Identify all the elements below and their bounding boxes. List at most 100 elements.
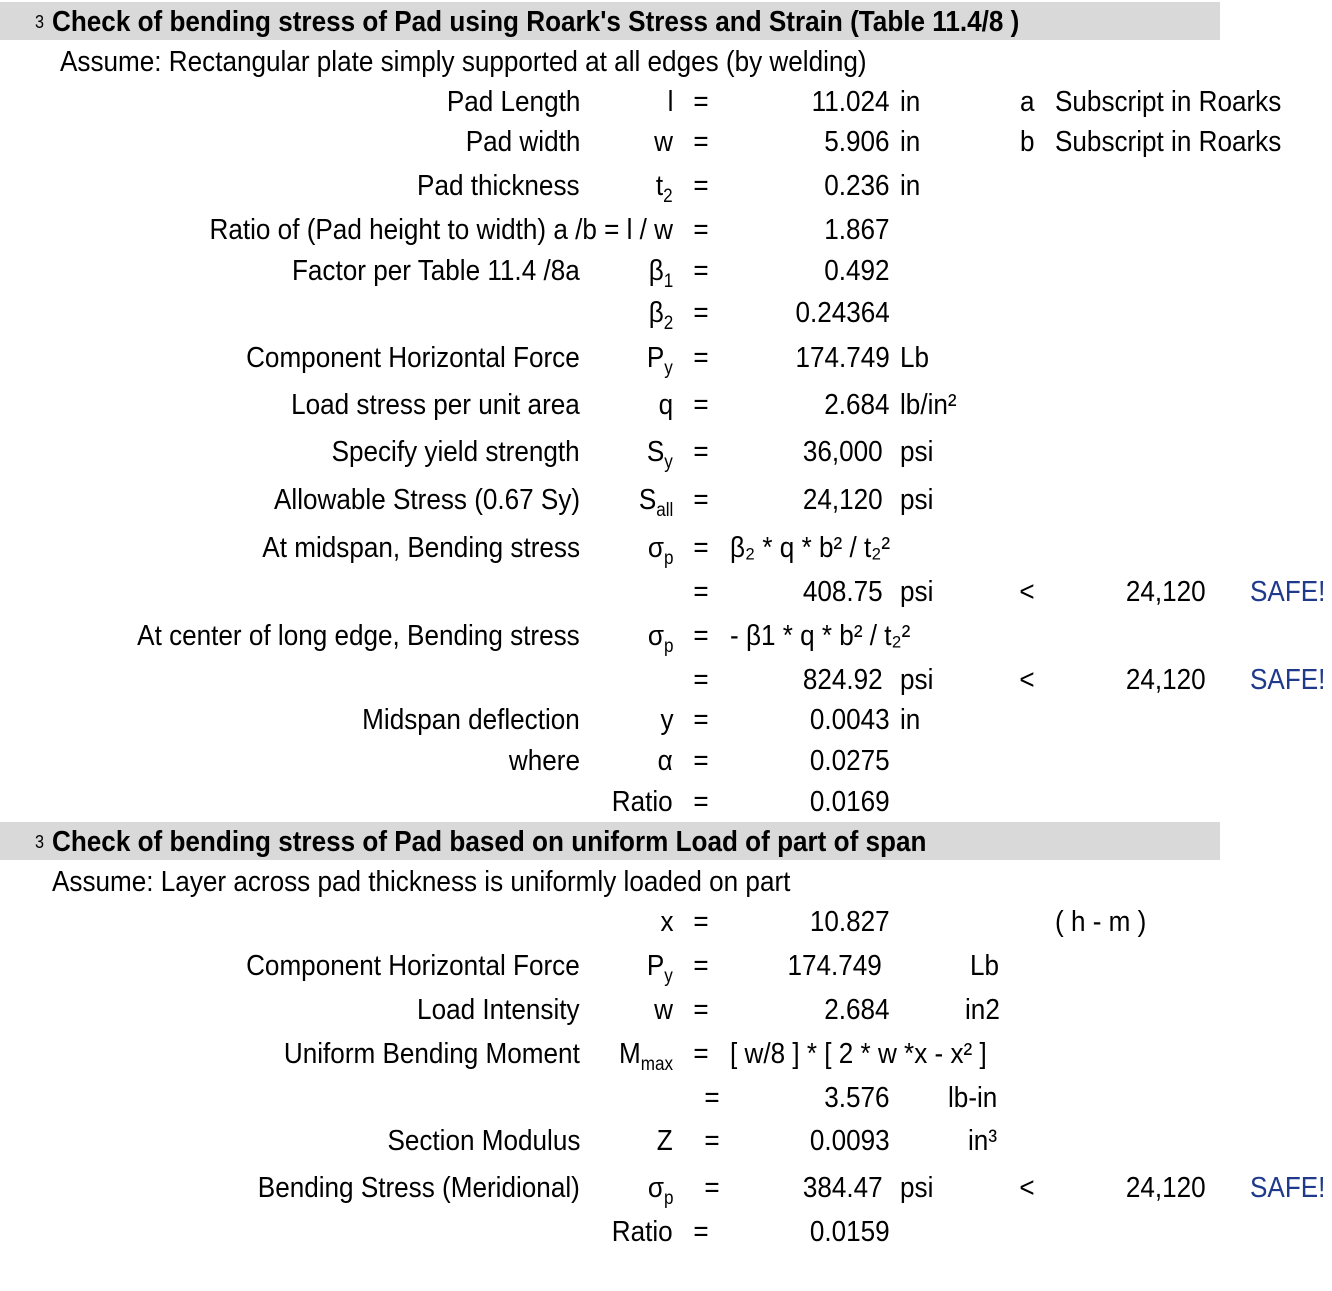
formula: - β1 * q * b² / t₂² <box>730 620 911 652</box>
row-value: 0.492 <box>824 255 890 287</box>
row-symbol: σp <box>647 619 673 657</box>
row-value: 0.0093 <box>810 1125 890 1157</box>
row-value: 0.24364 <box>795 297 890 329</box>
row-symbol: y <box>660 703 673 737</box>
row-label: Factor per Table 11.4 /8a <box>292 255 580 287</box>
symbol-main: P <box>647 342 665 374</box>
section2-title: Check of bending stress of Pad based on … <box>52 826 927 858</box>
allowable-limit: 24,120 <box>1126 664 1206 696</box>
row-symbol: Sall <box>638 483 673 521</box>
row-unit: in³ <box>968 1125 998 1157</box>
equals-sign: = <box>693 786 709 818</box>
row-unit: lb-in <box>948 1082 998 1114</box>
symbol-main: w <box>654 126 673 158</box>
row-symbol: Ratio <box>612 785 673 819</box>
row-value: 2.684 <box>824 994 890 1026</box>
formula: β₂ * q * b² / t₂² <box>730 532 891 564</box>
equals-sign: = <box>693 255 709 287</box>
row-label: At center of long edge, Bending stress <box>137 620 580 652</box>
row-note: Subscript in Roarks <box>1055 86 1282 118</box>
equals-sign: = <box>693 170 709 202</box>
row-symbol: Ratio <box>612 1215 673 1249</box>
equals-sign: = <box>693 620 709 652</box>
row-label: Component Horizontal Force <box>246 342 580 374</box>
symbol-main: S <box>638 484 656 516</box>
row-value: 10.827 <box>810 906 890 938</box>
symbol-main: q <box>658 389 673 421</box>
row-value: 0.0275 <box>810 745 890 777</box>
row-unit: in <box>900 86 921 118</box>
row-value: 0.0159 <box>810 1216 890 1248</box>
row-label: Specify yield strength <box>331 436 580 468</box>
less-than-sign: < <box>1019 664 1035 696</box>
symbol-subscript: max <box>640 1054 673 1075</box>
symbol-subscript: y <box>664 358 673 379</box>
row-symbol: σp <box>647 1171 673 1209</box>
symbol-main: σ <box>647 620 664 652</box>
row-label: Allowable Stress (0.67 Sy) <box>273 484 580 516</box>
equals-sign: = <box>693 389 709 421</box>
symbol-main: σ <box>647 1172 664 1204</box>
row-symbol: Py <box>647 341 673 379</box>
equals-sign: = <box>693 214 709 246</box>
row-symbol: x <box>660 905 673 939</box>
symbol-subscript: p <box>663 548 673 569</box>
equals-sign: = <box>704 1082 720 1114</box>
row-symbol: Mmax <box>619 1037 673 1075</box>
equals-sign: = <box>693 704 709 736</box>
row-unit: psi <box>900 436 934 468</box>
row-note: ( h - m ) <box>1055 906 1147 938</box>
row-label: Load Intensity <box>417 994 580 1026</box>
symbol-subscript: all <box>655 500 673 521</box>
row-value: 1.867 <box>824 214 890 246</box>
row-label: Bending Stress (Meridional) <box>257 1172 580 1204</box>
row-symbol: Py <box>647 949 673 987</box>
row-unit: in2 <box>965 994 1000 1026</box>
row-value: 384.47 <box>803 1172 883 1204</box>
row-value: 5.906 <box>824 126 890 158</box>
row-value: 24,120 <box>803 484 883 516</box>
row-unit: lb/in² <box>900 389 957 421</box>
section2-number: 3 <box>35 832 45 852</box>
equals-sign: = <box>693 126 709 158</box>
symbol-main: Ratio <box>612 1216 673 1248</box>
row-symbol: Sy <box>647 435 673 473</box>
equals-sign: = <box>693 342 709 374</box>
row-label: Load stress per unit area <box>291 389 580 421</box>
allowable-limit: 24,120 <box>1126 576 1206 608</box>
row-symbol: α <box>658 744 673 778</box>
row-unit: Lb <box>900 342 930 374</box>
equals-sign: = <box>704 1125 720 1157</box>
row-label: Section Modulus <box>387 1125 580 1157</box>
row-value: 174.749 <box>795 342 890 374</box>
symbol-main: y <box>659 704 673 736</box>
status-safe: SAFE! <box>1250 664 1326 696</box>
row-label: Pad width <box>465 126 580 158</box>
row-label: Component Horizontal Force <box>246 950 580 982</box>
row-symbol: σp <box>647 531 673 569</box>
symbol-main: σ <box>647 532 664 564</box>
equals-sign: = <box>693 906 709 938</box>
row-unit: psi <box>900 484 934 516</box>
row-symbol: t2 <box>656 169 673 207</box>
row-symbol: β1 <box>648 254 673 292</box>
row-note: Subscript in Roarks <box>1055 126 1282 158</box>
row-label: Ratio of (Pad height to width) a /b = l … <box>209 214 673 246</box>
equals-sign: = <box>693 1038 709 1070</box>
symbol-subscript: p <box>663 1188 673 1209</box>
row-value: 0.0169 <box>810 786 890 818</box>
symbol-subscript: 2 <box>663 313 673 334</box>
row-value: 824.92 <box>803 664 883 696</box>
row-symbol: β2 <box>648 296 673 334</box>
equals-sign: = <box>693 532 709 564</box>
row-unit: Lb <box>970 950 1000 982</box>
row-unit: in <box>900 170 921 202</box>
formula: [ w/8 ] * [ 2 * w *x - x² ] <box>730 1038 987 1070</box>
row-label: Uniform Bending Moment <box>284 1038 580 1070</box>
row-value: 0.236 <box>824 170 890 202</box>
equals-sign: = <box>693 950 709 982</box>
row-value: 408.75 <box>803 576 883 608</box>
row-value: 2.684 <box>824 389 890 421</box>
row-symbol: w <box>654 125 673 159</box>
row-unit: psi <box>900 576 934 608</box>
